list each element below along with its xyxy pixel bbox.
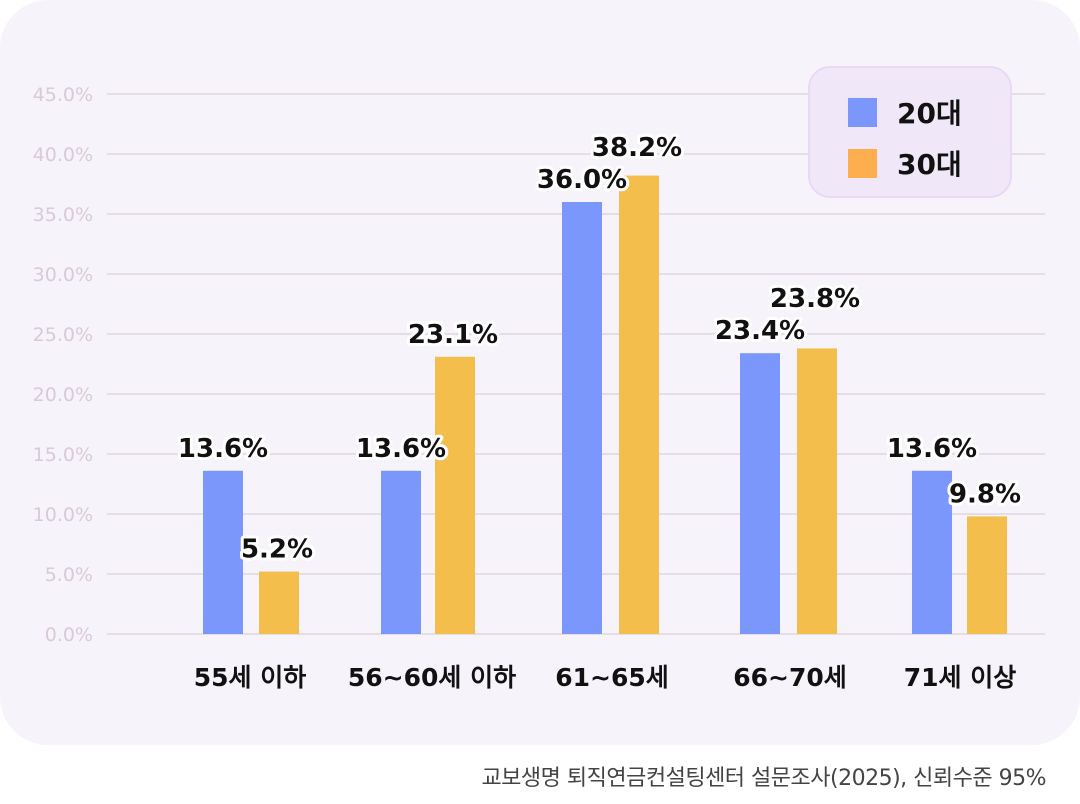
data-label: 23.8% — [770, 284, 860, 314]
y-tick-label: 0.0% — [45, 624, 93, 646]
legend-label-30s: 30대 — [897, 148, 962, 181]
y-tick-label: 35.0% — [33, 204, 93, 226]
legend-swatch-20s — [848, 97, 877, 127]
bar-30s — [967, 516, 1007, 634]
x-tick-label: 55세 이하 — [194, 663, 307, 692]
bar-20s — [381, 470, 421, 634]
legend-item-30s: 30대 — [848, 143, 962, 183]
data-label: 5.2% — [241, 535, 313, 565]
bar-30s — [619, 175, 659, 634]
x-tick-label: 61~65세 — [555, 663, 669, 692]
bar-20s — [912, 470, 952, 634]
data-label: 13.6% — [178, 434, 268, 464]
data-label: 23.4% — [715, 316, 805, 346]
y-tick-label: 45.0% — [33, 84, 93, 106]
data-label: 38.2% — [592, 133, 682, 163]
x-tick-label: 66~70세 — [733, 663, 847, 692]
legend-swatch-30s — [848, 148, 877, 178]
y-tick-label: 10.0% — [33, 504, 93, 526]
legend-item-20s: 20대 — [848, 92, 962, 132]
y-tick-label: 5.0% — [45, 564, 93, 586]
bar-30s — [435, 356, 475, 634]
data-label: 23.1% — [408, 320, 498, 350]
y-tick-label: 15.0% — [33, 444, 93, 466]
bar-20s — [740, 353, 780, 634]
bar-30s — [797, 348, 837, 634]
legend: 20대 30대 — [808, 66, 1012, 198]
data-label: 9.8% — [949, 479, 1021, 509]
source-note: 교보생명 퇴직연금컨설팅센터 설문조사(2025), 신뢰수준 95% — [481, 766, 1046, 791]
bar-20s — [203, 470, 243, 634]
bar-chart: 0.0% 5.0% 10.0% 15.0% 20.0% 25.0% 30.0% 35.0% 40… — [33, 84, 1045, 692]
y-tick-label: 40.0% — [33, 144, 93, 166]
y-tick-label: 20.0% — [33, 384, 93, 406]
data-label: 13.6% — [356, 434, 446, 464]
legend-label-20s: 20대 — [897, 97, 962, 130]
y-tick-label: 25.0% — [33, 324, 93, 346]
bar-30s — [259, 571, 299, 634]
x-tick-label: 56~60세 이하 — [348, 663, 516, 692]
y-tick-label: 30.0% — [33, 264, 93, 286]
bar-20s — [562, 202, 602, 634]
x-tick-label: 71세 이상 — [904, 663, 1017, 692]
data-label: 13.6% — [887, 434, 977, 464]
data-label: 36.0% — [537, 165, 627, 195]
